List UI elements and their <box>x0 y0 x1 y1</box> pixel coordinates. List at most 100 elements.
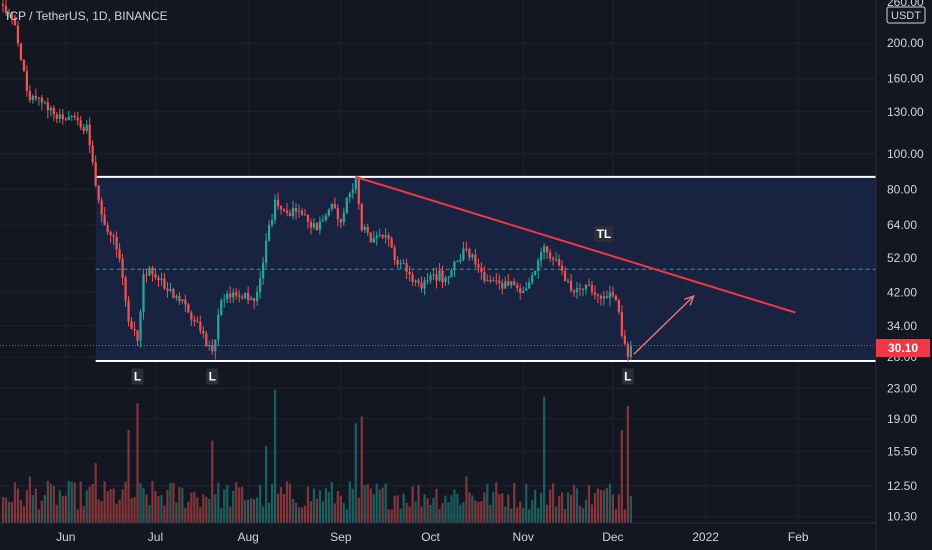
candle-body <box>492 280 495 282</box>
candle-body <box>590 285 594 293</box>
volume-bar <box>599 490 603 523</box>
volume-bar <box>468 492 471 523</box>
volume-bar <box>629 495 632 523</box>
candle-body <box>190 312 193 320</box>
range-box <box>95 176 876 362</box>
candle-body <box>462 248 465 260</box>
candle-body <box>575 288 579 293</box>
volume-bar <box>593 493 597 523</box>
candle-body <box>348 193 351 198</box>
volume-bar <box>390 509 393 523</box>
volume-bar <box>199 507 202 523</box>
price-tick-label: 19.00 <box>887 412 917 426</box>
candle-body <box>339 219 342 223</box>
volume-bar <box>37 509 40 523</box>
volume-bar <box>112 488 115 523</box>
price-tick-label: 160.00 <box>887 72 924 86</box>
drawing-annotations: L L TL L <box>0 175 876 385</box>
volume-bar <box>85 490 88 523</box>
volume-bar <box>258 485 262 523</box>
candle-body <box>480 267 483 272</box>
volume-bar <box>387 509 390 523</box>
volume-bar <box>55 504 58 523</box>
candle-body <box>279 205 283 210</box>
volume-bar <box>348 481 351 523</box>
candle-body <box>333 204 336 209</box>
volume-bar <box>474 500 477 523</box>
time-tick-label: Oct <box>421 530 440 544</box>
chart-label-text: TL <box>597 227 612 241</box>
candle-body <box>106 225 109 232</box>
candle-body <box>25 71 29 91</box>
candle-body <box>151 267 154 275</box>
volume-bar <box>537 507 540 523</box>
volume-bar <box>73 482 76 523</box>
volume-bar <box>563 508 567 523</box>
volume-bar <box>381 487 384 523</box>
volume-bar <box>67 480 70 523</box>
candle-body <box>540 252 543 261</box>
volume-bar <box>157 496 160 523</box>
volume-bar <box>250 498 253 523</box>
volume-bar <box>282 493 286 523</box>
candle-body <box>444 277 447 283</box>
volume-bar <box>471 495 474 523</box>
volume-bar <box>148 504 151 523</box>
price-tick-label: 52.00 <box>887 251 917 265</box>
volume-bar <box>492 492 495 523</box>
currency-badge-label: USDT <box>891 10 921 22</box>
candle-body <box>100 200 103 215</box>
volume-bar <box>76 509 79 523</box>
volume-bar <box>205 496 208 523</box>
candle-body <box>519 288 522 294</box>
volume-bar <box>253 499 256 523</box>
volume-bar <box>273 390 277 523</box>
volume-bar <box>16 488 20 523</box>
candle-body <box>58 114 61 119</box>
candle-body <box>372 238 375 243</box>
candle-body <box>321 220 325 222</box>
volume-bar <box>560 492 564 523</box>
volume-bars <box>1 390 632 523</box>
volume-bar <box>79 481 82 523</box>
volume-bar <box>450 495 453 523</box>
volume-bar <box>435 488 438 523</box>
volume-bar <box>22 506 26 523</box>
candle-body <box>250 298 253 301</box>
currency-badge[interactable] <box>886 6 926 24</box>
candle-body <box>354 177 357 190</box>
volume-bar <box>369 488 372 523</box>
volume-bar <box>414 501 417 523</box>
volume-bar <box>169 483 172 523</box>
candle-body <box>423 280 426 289</box>
candle-body <box>620 311 623 336</box>
candle-body <box>139 311 142 341</box>
volume-bar <box>303 505 307 523</box>
candle-body <box>79 120 82 128</box>
projection-arrow-head <box>683 294 695 306</box>
candle-body <box>70 115 73 117</box>
volume-bar <box>602 490 606 523</box>
candle-body <box>13 17 17 26</box>
volume-bar <box>513 482 516 523</box>
volume-bar <box>375 483 378 523</box>
candle-body <box>37 97 40 99</box>
volume-bar <box>244 500 247 523</box>
volume-bar <box>43 495 46 523</box>
volume-bar <box>1 496 5 523</box>
volume-bar <box>40 500 43 523</box>
candle-body <box>608 292 612 299</box>
projection-arrow <box>633 295 695 355</box>
volume-bar <box>300 507 304 523</box>
volume-bar <box>354 423 357 523</box>
candle-body <box>309 221 313 228</box>
volume-bar <box>109 489 112 523</box>
volume-bar <box>572 485 576 523</box>
volume-bar <box>208 499 211 523</box>
candle-body <box>217 314 220 340</box>
volume-bar <box>327 492 330 523</box>
volume-bar <box>58 490 61 523</box>
